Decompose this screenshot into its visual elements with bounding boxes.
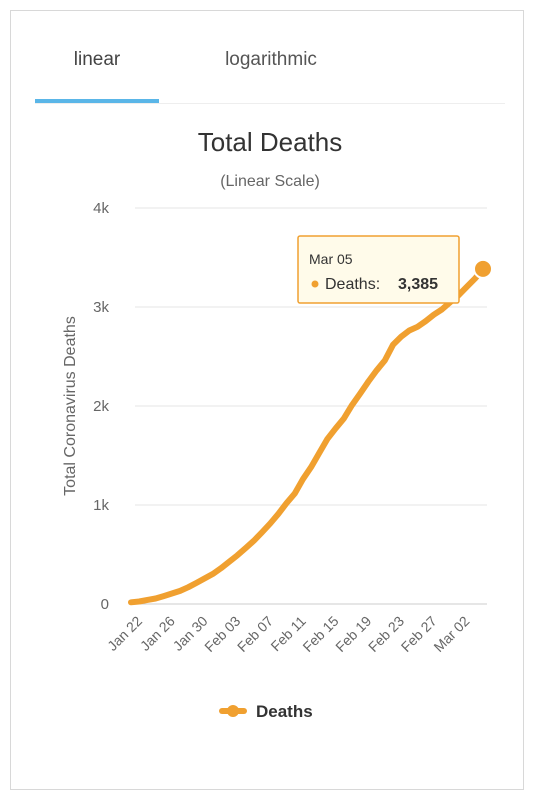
x-tick-label: Feb 15 — [299, 613, 341, 655]
x-tick-label: Feb 19 — [332, 613, 374, 655]
legend[interactable]: Deaths — [219, 702, 313, 721]
y-tick-label: 3k — [93, 299, 109, 316]
gridlines — [135, 207, 487, 605]
x-tick-label: Jan 22 — [104, 613, 145, 654]
legend-marker-symbol — [227, 705, 239, 717]
tooltip-box — [297, 235, 460, 304]
tooltip-date: Mar 05 — [309, 251, 353, 267]
tooltip: Mar 05 Deaths: 3,385 — [297, 235, 460, 304]
x-tick-label: Feb 07 — [234, 613, 276, 655]
chart-title: Total Deaths — [198, 127, 343, 157]
x-tick-label: Feb 27 — [398, 613, 440, 655]
y-axis-ticks: 0 1k 2k 3k 4k — [93, 200, 109, 613]
hover-point-marker[interactable] — [473, 258, 493, 279]
legend-label: Deaths — [256, 702, 313, 721]
x-tick-label: Feb 23 — [365, 613, 407, 655]
chart-subtitle: (Linear Scale) — [220, 173, 320, 190]
y-tick-label: 1k — [93, 497, 109, 514]
x-tick-label: Jan 26 — [137, 613, 178, 654]
tab-logarithmic[interactable]: logarithmic — [225, 49, 317, 70]
tooltip-value: 3,385 — [398, 276, 438, 293]
tab-linear[interactable]: linear — [73, 49, 121, 70]
deaths-series-line[interactable] — [128, 265, 486, 606]
y-tick-label: 0 — [101, 596, 109, 613]
chart-card: linear logarithmic — [10, 10, 524, 790]
active-tab-indicator — [35, 99, 159, 103]
tooltip-series-dot — [311, 280, 319, 288]
y-tick-label: 4k — [93, 200, 109, 217]
scale-tabs: linear logarithmic — [35, 41, 505, 104]
x-tick-label: Mar 02 — [430, 613, 472, 655]
y-tick-label: 2k — [93, 398, 109, 415]
tooltip-series-name: Deaths: — [325, 276, 380, 293]
y-axis-title: Total Coronavirus Deaths — [62, 316, 79, 496]
x-tick-label: Feb 03 — [201, 613, 243, 655]
